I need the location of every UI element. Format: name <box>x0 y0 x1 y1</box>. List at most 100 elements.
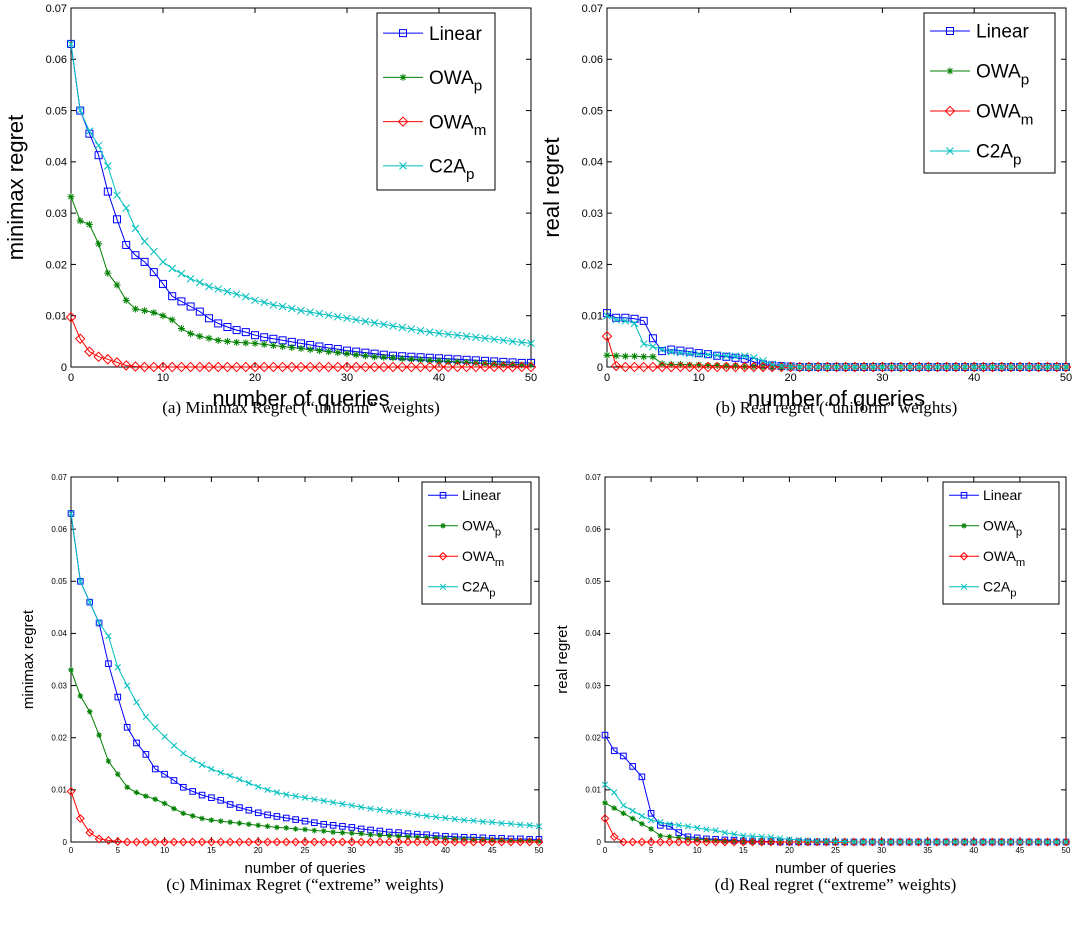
data-point <box>352 315 361 324</box>
data-point <box>358 803 365 811</box>
data-point <box>860 363 868 371</box>
data-point <box>915 363 923 371</box>
y-tick-label: 0.07 <box>46 3 67 15</box>
series-line <box>70 791 539 843</box>
data-point <box>657 819 664 826</box>
data-point <box>199 815 205 822</box>
data-point <box>453 331 462 340</box>
data-point <box>720 837 730 847</box>
data-point <box>813 837 821 845</box>
legend-label: C2Ap <box>976 142 1021 169</box>
data-point <box>133 699 140 706</box>
legend-label-subscript: p <box>474 78 482 95</box>
legend-label: OWAm <box>976 102 1033 129</box>
data-point <box>647 816 655 824</box>
data-point <box>667 345 676 354</box>
data-point <box>197 837 207 847</box>
data-point <box>740 352 749 361</box>
x-axis-label: number of queries <box>748 386 925 411</box>
data-point <box>217 796 225 804</box>
legend-label-subscript: p <box>1016 527 1022 539</box>
data-point <box>933 363 942 371</box>
data-point <box>732 362 740 370</box>
chart-panel-a: 0 10 20 30 40 50 0 0.01 0.02 0.03 0.04 0.05 0.06 0.07… <box>3 3 537 417</box>
data-point <box>189 788 196 795</box>
data-point <box>74 333 86 345</box>
x-tick-label: 50 <box>525 372 537 384</box>
x-tick-label: 0 <box>603 846 608 855</box>
data-point <box>506 837 516 847</box>
legend-entry-c2ap: C2Ap <box>383 157 474 183</box>
data-point <box>665 837 674 847</box>
data-point <box>713 351 722 360</box>
data-point <box>629 815 636 822</box>
data-point <box>490 360 498 368</box>
y-axis-label: minimax regret <box>3 115 28 260</box>
data-point <box>471 333 480 342</box>
data-point <box>704 361 712 369</box>
data-point <box>295 361 307 373</box>
data-point <box>722 362 730 370</box>
data-point <box>896 838 904 846</box>
data-point <box>407 325 416 333</box>
data-point <box>214 336 222 344</box>
data-point <box>376 806 384 813</box>
chart-panel-b: 0 10 20 30 40 50 0 0.01 0.02 0.03 0.04 0.05 0.06 0.07… <box>539 3 1072 417</box>
x-tick-label: 10 <box>693 846 702 855</box>
data-point <box>124 784 130 791</box>
data-point <box>867 361 879 373</box>
data-point <box>150 837 160 847</box>
data-point <box>217 769 224 776</box>
data-point <box>470 817 477 824</box>
data-point <box>666 361 677 373</box>
data-point <box>371 353 379 361</box>
data-point <box>114 664 121 671</box>
data-point <box>740 832 747 839</box>
series-owam <box>65 311 537 373</box>
data-point <box>225 837 235 847</box>
data-point <box>203 361 215 373</box>
data-point <box>161 800 168 807</box>
data-point <box>132 837 141 847</box>
legend-entry-linear: Linear <box>930 22 1029 43</box>
data-point <box>232 290 241 299</box>
y-tick-label: 0 <box>63 838 68 847</box>
data-point <box>180 810 187 817</box>
data-point <box>113 281 121 289</box>
data-point <box>251 296 259 305</box>
data-point <box>328 837 338 847</box>
data-point <box>536 838 542 844</box>
data-point <box>254 809 262 817</box>
data-point <box>1044 838 1051 846</box>
data-point <box>950 361 962 373</box>
data-point <box>497 837 506 847</box>
data-point <box>152 796 159 803</box>
data-point <box>498 837 505 843</box>
data-point <box>323 361 334 373</box>
y-tick-label: 0.07 <box>585 473 601 482</box>
data-point <box>264 786 271 794</box>
data-point <box>315 309 324 318</box>
chart-panel-d: 0 5 10 15 20 25 30 35 40 45 50 0 0.01 0.02 0.03 0.04 0.0… <box>554 473 1071 894</box>
data-point <box>638 773 646 781</box>
data-point <box>288 344 296 352</box>
data-point <box>952 838 959 846</box>
data-point <box>240 361 252 373</box>
data-point <box>325 348 333 356</box>
data-point <box>251 331 259 340</box>
data-point <box>236 776 243 783</box>
legend-label-subscript: p <box>466 166 474 183</box>
y-tick-label: 0.01 <box>585 786 601 795</box>
data-point <box>95 619 103 627</box>
data-point <box>169 837 179 847</box>
data-point <box>1052 837 1062 847</box>
data-point <box>685 347 694 356</box>
data-point <box>831 361 842 373</box>
data-point <box>722 838 728 844</box>
series-linear <box>603 309 1070 371</box>
data-point <box>161 770 168 778</box>
data-point <box>76 217 84 225</box>
data-point <box>630 314 639 323</box>
data-point <box>435 329 443 338</box>
